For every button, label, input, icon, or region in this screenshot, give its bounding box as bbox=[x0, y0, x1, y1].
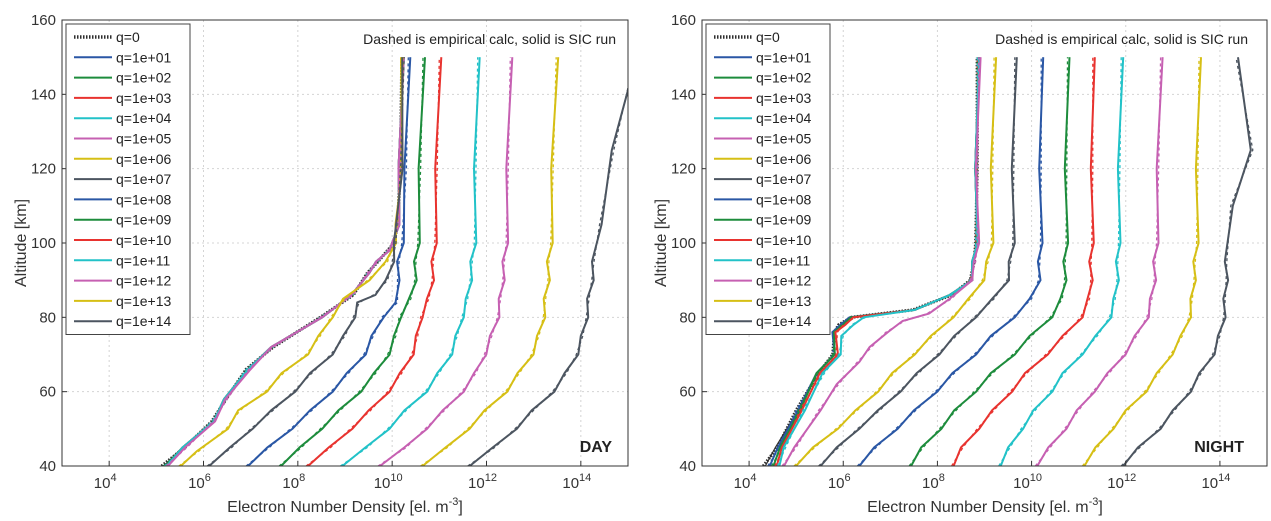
legend-entry-label: q=1e+10 bbox=[756, 232, 811, 248]
y-tick-label: 60 bbox=[679, 384, 696, 401]
x-tick-label: 1010 bbox=[1013, 472, 1042, 492]
day-x-axis-label: Electron Number Density [el. m-3] bbox=[227, 496, 463, 516]
x-tick-label: 1012 bbox=[1107, 472, 1136, 492]
legend-entry-label: q=1e+03 bbox=[116, 90, 171, 106]
legend-entry-label: q=1e+06 bbox=[116, 151, 171, 167]
y-tick-label: 160 bbox=[671, 12, 696, 29]
legend-entry-label: q=1e+14 bbox=[116, 313, 171, 329]
y-tick-label: 120 bbox=[671, 161, 696, 178]
y-tick-label: 80 bbox=[39, 309, 56, 326]
series-line-q=1e+11-sic bbox=[999, 57, 1125, 466]
y-tick-label: 120 bbox=[31, 161, 56, 178]
legend-entry-label: q=1e+01 bbox=[756, 49, 811, 65]
legend-entry-label: q=1e+03 bbox=[756, 90, 811, 106]
series-line-q=1e+10-sic bbox=[952, 57, 1096, 466]
y-tick-label: 140 bbox=[31, 86, 56, 103]
x-label-main: Electron Number Density [el. m bbox=[867, 499, 1088, 516]
series-line-q=1e+12-sic bbox=[379, 57, 514, 466]
legend-entry-label: q=1e+08 bbox=[756, 191, 811, 207]
x-tick-label: 1014 bbox=[1201, 472, 1230, 492]
series-line-q=1e+08-sic bbox=[247, 57, 412, 466]
x-tick-label: 108 bbox=[282, 472, 305, 492]
series-line-q=1e+10-sic bbox=[307, 57, 443, 466]
series-line-q=1e+05-sic bbox=[783, 57, 982, 466]
legend-entry-label: q=1e+09 bbox=[116, 212, 171, 228]
legend-entry-label: q=1e+06 bbox=[756, 151, 811, 167]
x-tick-label: 106 bbox=[188, 472, 211, 492]
series-line-q=1e+08-sic bbox=[858, 57, 1045, 466]
x-tick-label: 108 bbox=[922, 472, 945, 492]
y-tick-label: 140 bbox=[671, 86, 696, 103]
legend-entry-label: q=1e+08 bbox=[116, 191, 171, 207]
night-annotation: Dashed is empirical calc, solid is SIC r… bbox=[995, 31, 1248, 47]
legend-entry-label: q=1e+01 bbox=[116, 49, 171, 65]
series-line-q=1e+14-sic bbox=[469, 86, 628, 466]
night-legend: q=0 q=1e+01 q=1e+02 q=1e+03 q=1e+04 q=1e+05 q=… bbox=[705, 23, 831, 335]
series-line-q=1e+13-sic bbox=[1083, 57, 1202, 466]
x-label-end: ] bbox=[458, 499, 462, 516]
x-tick-label: 104 bbox=[94, 472, 117, 492]
x-tick-label: 1014 bbox=[562, 472, 591, 492]
legend-entry-label: q=1e+11 bbox=[756, 252, 810, 268]
day-annotation: Dashed is empirical calc, solid is SIC r… bbox=[363, 31, 616, 47]
x-tick-label: 1012 bbox=[468, 472, 497, 492]
series-line-q=1e+06-sic bbox=[795, 57, 998, 466]
series-line-q=1e+12-sic bbox=[1036, 57, 1164, 466]
series-line-q=1e+04-sic bbox=[778, 57, 981, 466]
series-line-q=1e+09-empirical bbox=[278, 57, 424, 466]
legend-entry-label: q=1e+07 bbox=[756, 171, 811, 187]
series-line-q=1e+09-sic bbox=[280, 57, 426, 466]
series-line-q=1e+07-sic bbox=[819, 57, 1018, 466]
x-tick-label: 1010 bbox=[374, 472, 403, 492]
legend-entry-label: q=1e+02 bbox=[116, 70, 171, 86]
y-tick-label: 80 bbox=[679, 309, 696, 326]
legend-entry-label: q=1e+04 bbox=[756, 110, 811, 126]
legend-entry-label: q=1e+07 bbox=[116, 171, 171, 187]
night-x-axis-label: Electron Number Density [el. m-3] bbox=[867, 496, 1103, 516]
series-line-q=1e+09-sic bbox=[910, 57, 1071, 466]
x-label-main: Electron Number Density [el. m bbox=[227, 499, 448, 516]
y-tick-label: 100 bbox=[671, 235, 696, 252]
series-line-q=1e+14-sic bbox=[1122, 57, 1252, 466]
series-line-q=1e+11-sic bbox=[341, 57, 481, 466]
legend-entry-label: q=1e+13 bbox=[116, 293, 171, 309]
day-y-axis-label: Altitude [km] bbox=[13, 199, 30, 287]
y-tick-label: 160 bbox=[31, 12, 56, 29]
series-line-q=1e+07-sic bbox=[208, 57, 404, 466]
day-panel-tag: DAY bbox=[580, 439, 613, 456]
night-y-axis-label: Altitude [km] bbox=[653, 199, 670, 287]
legend-entry-label: q=1e+13 bbox=[756, 293, 811, 309]
x-tick-label: 104 bbox=[734, 472, 757, 492]
y-tick-label: 40 bbox=[39, 458, 56, 475]
legend-entry-label: q=1e+10 bbox=[116, 232, 171, 248]
x-label-sup: -3 bbox=[1089, 496, 1099, 508]
legend-entry-label: q=0 bbox=[756, 29, 780, 45]
y-tick-label: 100 bbox=[31, 235, 56, 252]
night-panel-tag: NIGHT bbox=[1194, 439, 1244, 456]
legend-entry-label: q=1e+11 bbox=[116, 252, 170, 268]
legend-entry-label: q=1e+12 bbox=[116, 273, 171, 289]
legend-entry-label: q=1e+09 bbox=[756, 212, 811, 228]
legend-entry-label: q=0 bbox=[116, 29, 140, 45]
y-tick-label: 40 bbox=[679, 458, 696, 475]
series-line-q=1e+13-sic bbox=[421, 57, 560, 466]
legend-entry-label: q=1e+14 bbox=[756, 313, 811, 329]
x-tick-label: 106 bbox=[828, 472, 851, 492]
legend-entry-label: q=1e+05 bbox=[116, 131, 171, 147]
legend-entry-label: q=1e+12 bbox=[756, 273, 811, 289]
day-series bbox=[160, 57, 628, 466]
x-label-end: ] bbox=[1098, 499, 1102, 516]
legend-entry-label: q=1e+04 bbox=[116, 110, 171, 126]
x-label-sup: -3 bbox=[449, 496, 459, 508]
legend-entry-label: q=1e+02 bbox=[756, 70, 811, 86]
legend-entry-label: q=1e+05 bbox=[756, 131, 811, 147]
night-series bbox=[762, 57, 1254, 466]
y-tick-label: 60 bbox=[39, 384, 56, 401]
day-legend: q=0 q=1e+01 q=1e+02 q=1e+03 q=1e+04 q=1e+05 q=… bbox=[65, 23, 191, 335]
